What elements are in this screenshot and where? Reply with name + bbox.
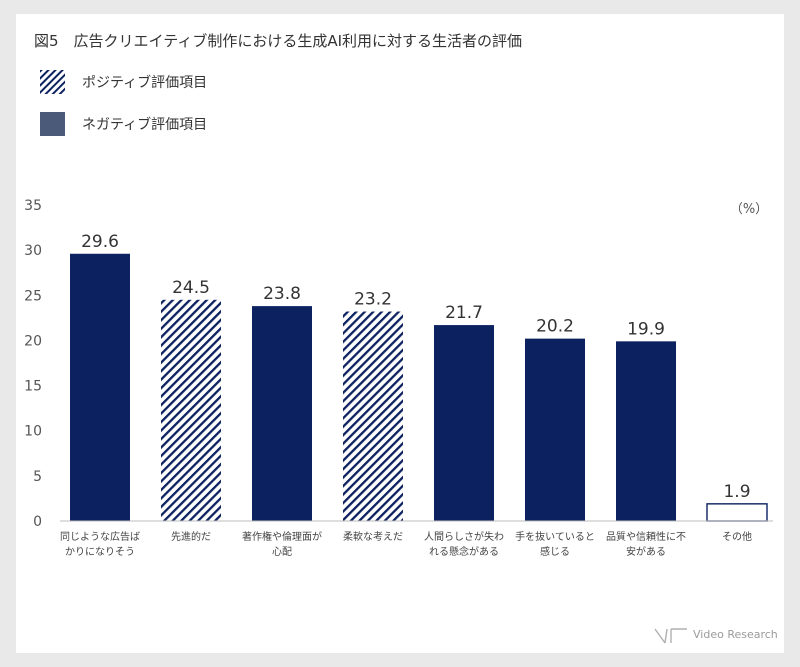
logo-text: Video Research	[693, 628, 778, 641]
y-tick-label: 30	[24, 243, 42, 259]
unit-label: （%）	[730, 202, 768, 217]
legend-negative-label: ネガティブ評価項目	[82, 117, 208, 133]
category-label-0: 同じような広告ば	[60, 530, 140, 543]
category-label-5: 手を抜いていると	[515, 530, 595, 543]
value-label-3: 23.2	[354, 290, 392, 310]
video-research-logo: Video Research	[653, 625, 778, 647]
value-label-2: 23.8	[263, 284, 301, 304]
bar-0	[70, 253, 130, 522]
legend-negative-swatch	[40, 112, 65, 136]
y-tick-label: 35	[24, 198, 42, 214]
bar-3	[343, 311, 403, 521]
category-label-6: 品質や信頼性に不	[606, 530, 686, 543]
category-label-1: 先進的だ	[171, 530, 211, 543]
category-label-0: かりになりそう	[65, 546, 135, 558]
category-label-2: 心配	[272, 546, 292, 558]
bar-5	[525, 338, 585, 521]
bar-6	[616, 341, 676, 521]
bar-1	[161, 299, 221, 521]
value-label-5: 20.2	[536, 317, 574, 337]
category-label-5: 感じる	[540, 545, 570, 558]
value-label-7: 1.9	[723, 482, 750, 502]
legend-positive-label: ポジティブ評価項目	[82, 75, 208, 91]
y-tick-label: 0	[33, 514, 42, 530]
y-tick-label: 5	[33, 469, 42, 485]
category-label-4: 人間らしさが失わ	[424, 530, 504, 543]
category-label-3: 柔軟な考えだ	[343, 530, 403, 543]
category-label-4: れる懸念がある	[429, 545, 499, 558]
value-label-0: 29.6	[81, 232, 119, 252]
y-tick-label: 20	[24, 333, 42, 349]
category-label-7: その他	[722, 530, 752, 543]
bar-2	[252, 306, 312, 521]
value-label-6: 19.9	[627, 319, 665, 339]
bar-chart: 0 5 10 15 20 25 30 35 29.6 24.5 23.8 23.2 21.7 20.2 1…	[24, 198, 773, 558]
y-tick-label: 25	[24, 288, 42, 304]
y-tick-label: 15	[24, 379, 42, 395]
bar-7	[706, 503, 768, 522]
legend-positive-swatch	[40, 70, 65, 94]
category-label-2: 著作権や倫理面が	[242, 530, 322, 543]
bar-4	[434, 325, 494, 521]
value-label-1: 24.5	[172, 278, 210, 298]
logo-mark-icon	[654, 628, 687, 644]
chart-title: 図5 広告クリエイティブ制作における生成AI利用に対する生活者の評価	[34, 32, 523, 50]
category-label-6: 安がある	[626, 545, 666, 558]
chart-card: 図5 広告クリエイティブ制作における生成AI利用に対する生活者の評価 ポジティブ…	[16, 14, 784, 653]
y-tick-label: 10	[24, 424, 42, 440]
value-label-4: 21.7	[445, 303, 483, 323]
